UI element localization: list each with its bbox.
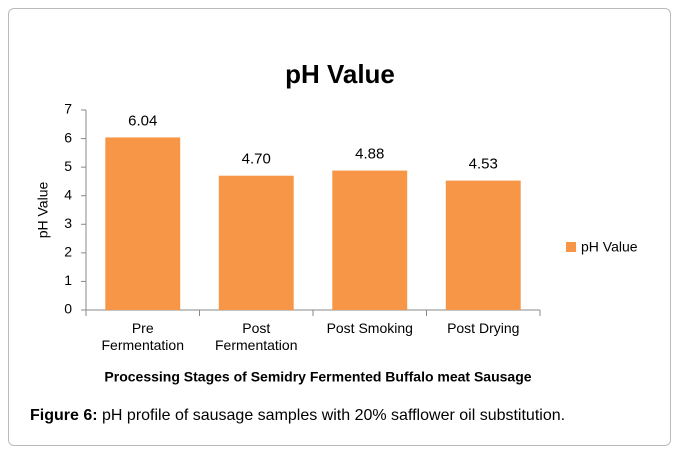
legend-label: pH Value <box>581 239 638 255</box>
caption-text: pH profile of sausage samples with 20% s… <box>102 407 566 424</box>
y-axis-title: pH Value <box>35 182 51 239</box>
data-label: 4.70 <box>242 151 271 168</box>
caption-label: Figure 6: <box>30 407 98 424</box>
legend-swatch <box>566 242 576 252</box>
data-label: 4.53 <box>469 156 498 173</box>
y-tick-label: 3 <box>64 215 72 231</box>
y-tick-label: 7 <box>64 101 72 117</box>
data-label: 6.04 <box>128 112 157 129</box>
x-tick-label: Post Fermentation <box>215 320 298 353</box>
y-tick-label: 5 <box>64 158 72 174</box>
caption: Figure 6: pH profile of sausage samples … <box>30 407 565 425</box>
data-label: 4.88 <box>355 146 384 163</box>
x-tick-label: Post Drying <box>447 320 520 336</box>
y-tick-label: 0 <box>64 301 72 317</box>
bar <box>445 180 521 310</box>
figure-frame <box>8 8 671 446</box>
y-tick-label: 2 <box>64 244 72 260</box>
y-tick-label: 6 <box>64 129 72 145</box>
x-axis-title: Processing Stages of Semidry Fermented B… <box>104 369 531 385</box>
x-tick-label: Pre Fermentation <box>101 320 184 353</box>
bar <box>105 137 181 310</box>
y-tick-label: 1 <box>64 272 72 288</box>
bar <box>218 175 294 310</box>
y-tick-label: 4 <box>64 186 72 202</box>
bar <box>332 170 408 310</box>
x-tick-label: Post Smoking <box>326 320 413 336</box>
chart-title: pH Value <box>285 59 395 89</box>
